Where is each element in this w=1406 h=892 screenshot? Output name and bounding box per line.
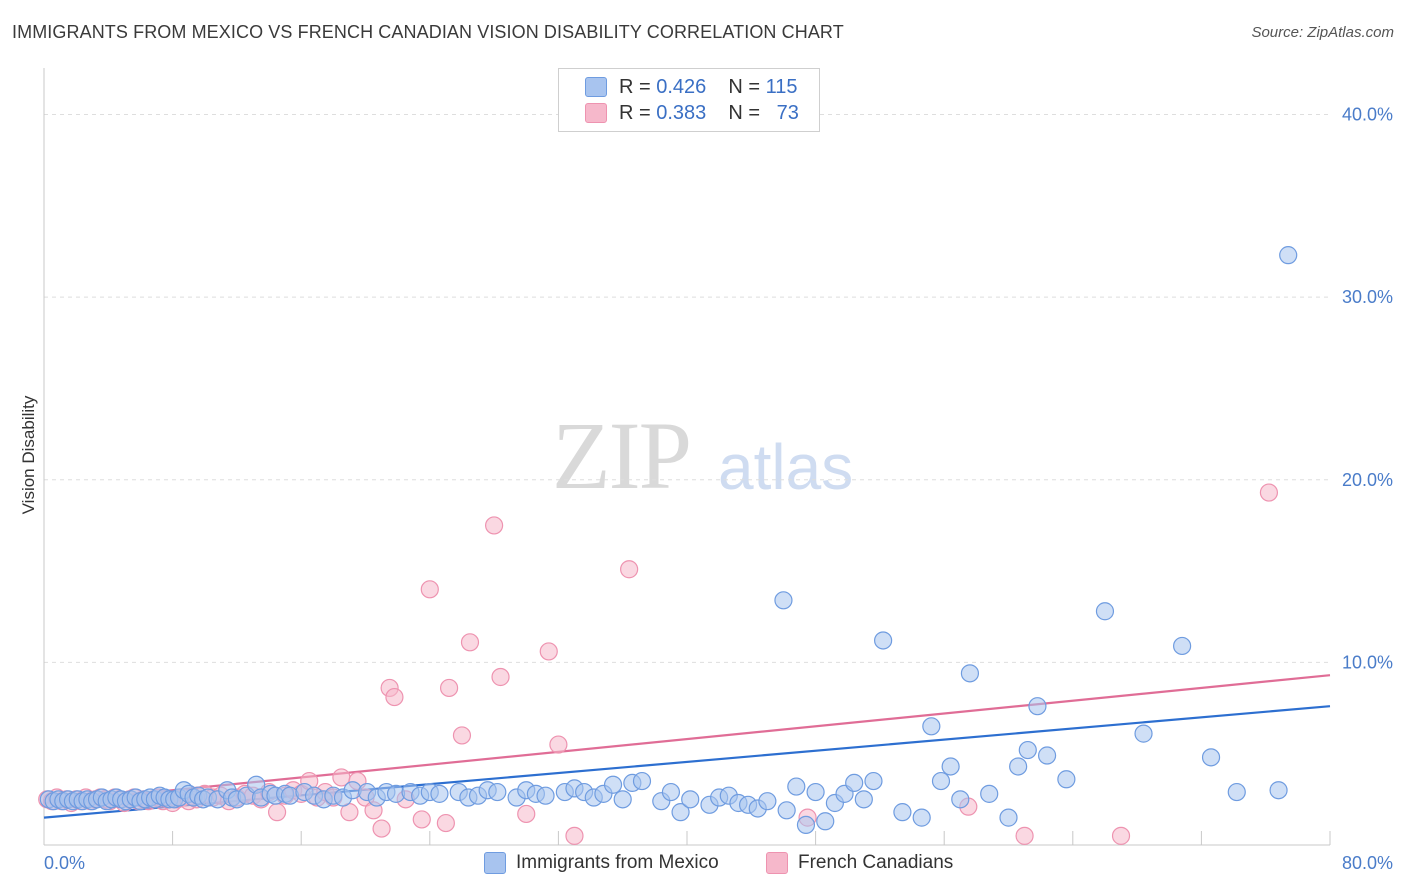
point-mexico — [864, 771, 883, 791]
y-axis-label: Vision Disability — [19, 395, 38, 514]
point-mexico — [681, 790, 700, 809]
point-french-canadian — [565, 826, 584, 845]
tick-labels: 10.0% 20.0% 30.0% 40.0% 0.0% 80.0% — [44, 105, 1393, 873]
point-mexico — [758, 792, 777, 811]
legend-n-value: 115 — [765, 75, 798, 98]
point-french-canadian — [372, 819, 391, 838]
point-french-canadian — [412, 810, 431, 829]
point-mexico — [1057, 770, 1076, 789]
point-french-canadian — [1015, 826, 1034, 845]
scatter-points — [38, 246, 1298, 845]
legend-n-value: 73 — [776, 101, 799, 124]
watermark-atlas: atlas — [718, 431, 854, 503]
point-mexico — [661, 782, 681, 802]
point-mexico — [1037, 746, 1057, 765]
legend-row-french-canadian: R = 0.383 N = 73 — [585, 101, 799, 125]
point-mexico — [999, 808, 1018, 827]
y-tick-label: 30.0% — [1342, 287, 1393, 307]
point-mexico — [603, 775, 623, 794]
point-french-canadian — [436, 813, 455, 833]
point-mexico — [430, 784, 449, 803]
point-mexico — [1134, 724, 1153, 743]
point-french-canadian — [620, 560, 639, 579]
point-french-canadian — [549, 735, 568, 754]
legend-row-mexico: R = 0.426 N = 115 — [585, 75, 797, 99]
point-mexico — [774, 591, 793, 610]
point-mexico — [488, 782, 507, 802]
point-mexico — [671, 803, 690, 822]
watermark-zip: ZIP — [552, 402, 692, 509]
point-french-canadian — [267, 803, 287, 822]
point-mexico — [854, 790, 873, 809]
point-mexico — [922, 717, 941, 736]
legend-r-value: 0.426 — [656, 75, 707, 98]
y-tick-label: 10.0% — [1342, 652, 1393, 672]
bottom-legend-mexico: Immigrants from Mexico — [484, 852, 719, 874]
legend-r-label: R = — [619, 75, 651, 98]
legend-swatch-french-canadian — [585, 103, 607, 123]
point-mexico — [874, 631, 893, 650]
legend-n-label: N = — [728, 75, 760, 98]
x-tick-label: 0.0% — [44, 853, 85, 873]
point-mexico — [796, 815, 816, 835]
point-mexico — [1173, 636, 1192, 656]
point-mexico — [980, 784, 999, 803]
bottom-legend-swatch-mexico — [484, 852, 506, 874]
source-label: Source: ZipAtlas.com — [1251, 24, 1394, 41]
point-mexico — [777, 801, 796, 820]
point-mexico — [941, 757, 960, 776]
point-mexico — [931, 771, 951, 791]
point-mexico — [912, 808, 931, 827]
point-mexico — [960, 664, 980, 683]
point-mexico — [806, 782, 825, 802]
point-french-canadian — [460, 633, 480, 652]
grid-lines — [44, 114, 1330, 663]
point-french-canadian — [452, 726, 472, 745]
point-french-canadian — [1111, 826, 1131, 845]
point-french-canadian — [420, 580, 439, 599]
bottom-legend-french-canadian: French Canadians — [766, 852, 953, 874]
point-mexico — [1095, 602, 1115, 621]
point-french-canadian — [485, 516, 504, 535]
bottom-legend-label-mexico: Immigrants from Mexico — [516, 852, 719, 873]
point-mexico — [845, 773, 864, 793]
point-french-canadian — [539, 642, 558, 661]
point-mexico — [632, 771, 652, 791]
legend-n-label: N = — [728, 101, 760, 124]
point-mexico — [1269, 781, 1288, 800]
point-french-canadian — [491, 667, 510, 687]
point-mexico — [1201, 748, 1221, 767]
axes — [43, 68, 1331, 846]
point-mexico — [1227, 782, 1246, 802]
point-mexico — [1279, 246, 1298, 265]
point-french-canadian — [517, 804, 536, 824]
y-tick-label: 20.0% — [1342, 470, 1393, 490]
point-mexico — [951, 790, 970, 809]
point-mexico — [816, 812, 835, 831]
point-french-canadian — [1259, 483, 1279, 502]
point-mexico — [536, 786, 555, 805]
point-mexico — [1028, 697, 1047, 716]
x-tick-label: 80.0% — [1342, 853, 1393, 873]
point-mexico — [1018, 740, 1037, 760]
legend-r-value: 0.383 — [656, 101, 707, 124]
correlation-legend: R = 0.426 N = 115 R = 0.383 N = 73 — [558, 68, 820, 132]
chart-title: IMMIGRANTS FROM MEXICO VS FRENCH CANADIA… — [12, 22, 844, 42]
point-mexico — [893, 803, 912, 822]
y-tick-label: 40.0% — [1342, 105, 1393, 125]
point-french-canadian — [439, 678, 459, 698]
bottom-legend-label-french-canadian: French Canadians — [798, 852, 954, 873]
point-mexico — [1009, 757, 1028, 776]
point-mexico — [613, 790, 632, 809]
point-mexico — [787, 777, 806, 796]
legend-swatch-mexico — [585, 77, 607, 97]
bottom-legend-swatch-french-canadian — [766, 852, 788, 874]
point-french-canadian — [385, 687, 404, 707]
legend-r-label: R = — [619, 101, 651, 124]
